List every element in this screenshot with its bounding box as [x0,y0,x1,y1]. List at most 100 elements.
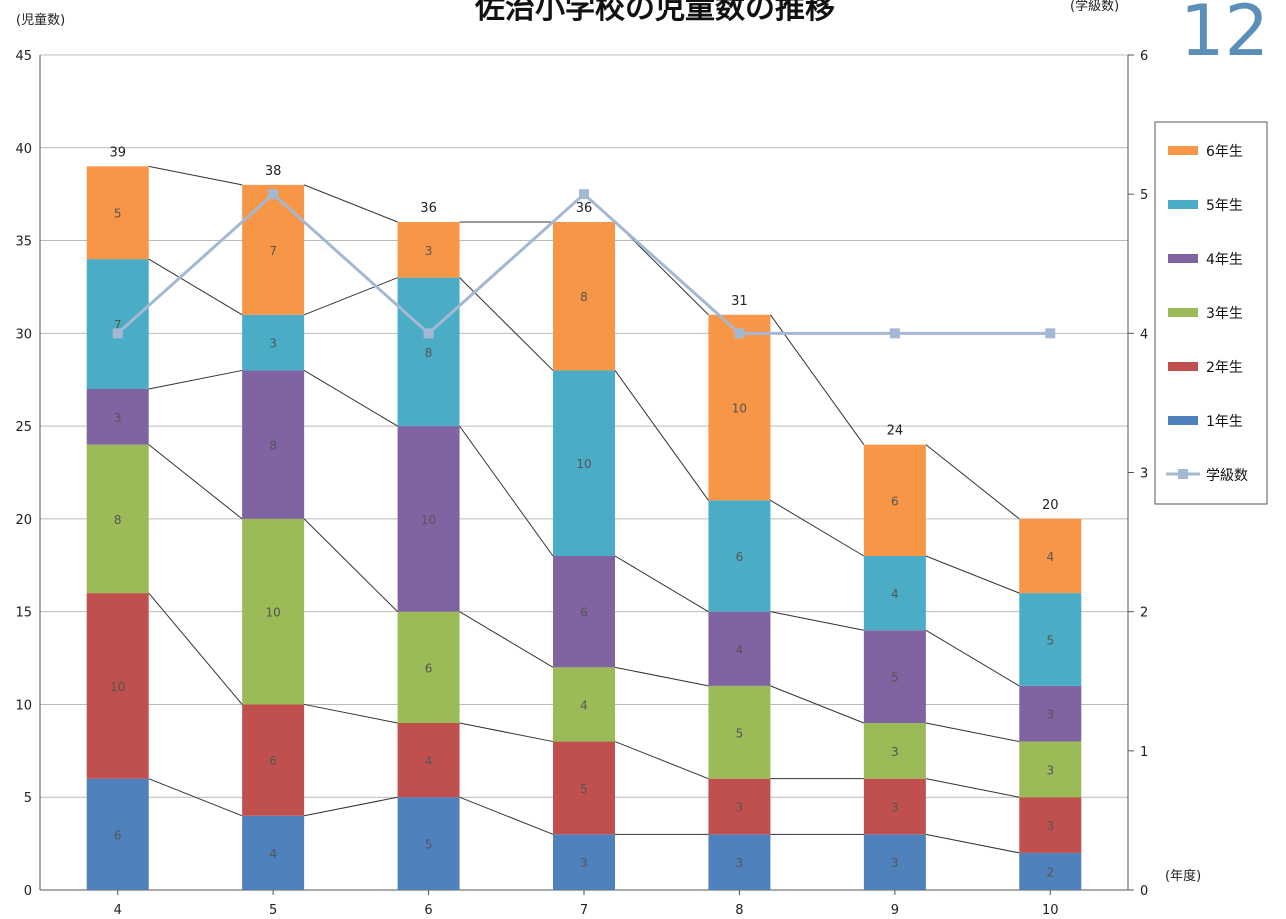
data-label: 4 [269,847,277,861]
connector-line [303,277,398,316]
bar-segment [863,834,926,890]
legend-label: 5年生 [1206,198,1243,214]
data-label: 8 [269,439,277,453]
y-tick-label: 0 [24,884,32,899]
legend-swatch [1168,362,1198,371]
bar-segment [708,685,771,779]
legend-label: 1年生 [1206,414,1243,430]
connector-line [148,444,243,520]
total-label: 38 [265,164,282,179]
data-label: 5 [425,838,433,852]
bar-segment [1019,518,1082,594]
connector-line [925,629,1020,687]
y-tick-label: 10 [15,698,32,713]
bar-segment [1019,593,1082,686]
data-label: 3 [1046,819,1054,833]
legend-label: 学級数 [1206,468,1248,484]
data-label: 4 [425,754,433,768]
bar-segment [553,222,615,371]
x-tick-label: 7 [580,903,588,918]
connector-line [303,370,398,427]
data-label: 5 [580,782,588,796]
data-label: 8 [580,290,588,304]
connector-line [614,370,709,501]
connector-line [303,518,398,613]
y-tick-label: 20 [15,513,32,528]
data-label: 6 [425,661,433,675]
x-tick-label: 10 [1042,903,1059,918]
data-label: 3 [891,856,899,870]
bar-segment [242,518,305,705]
connector-line [303,184,398,223]
connector-line [770,314,865,445]
bar-segment [397,723,460,798]
bar-segment [242,815,305,890]
y-tick-label: 35 [15,235,32,250]
connector-line [925,555,1020,594]
data-label: 5 [1046,634,1054,648]
bar-segment [397,797,460,890]
y-tick-label: 5 [24,791,32,806]
bar-segment [863,556,926,631]
x-tick-label: 6 [424,903,432,918]
bar-segment [708,314,771,501]
bar-segment [553,556,615,668]
chart-title: 佐治小学校の児童数の推移 [474,0,835,26]
class-count-point [112,328,123,339]
connector-line [614,555,709,613]
data-label: 7 [269,244,277,258]
bar-segment [863,630,926,723]
legend-swatch [1168,308,1198,317]
connector-line [148,592,243,705]
data-label: 5 [114,207,122,221]
connector-line [148,369,243,390]
bar-segment [553,834,615,890]
bar-segment [863,778,926,835]
connector-line [614,666,709,687]
data-label: 3 [114,411,122,425]
y-tick-label: 15 [15,606,32,621]
data-label: 10 [732,402,747,416]
data-label: 10 [421,513,436,527]
data-label: 10 [110,680,125,694]
y2-tick-label: 3 [1140,467,1148,482]
legend-label: 6年生 [1206,144,1243,160]
y2-tick-label: 1 [1140,745,1148,760]
bar-stacks: 6108375394610837385461083363546108363354… [86,145,1082,890]
y2-tick-label: 4 [1140,327,1148,342]
bar-segment [397,611,460,723]
legend-swatch [1168,254,1198,263]
data-label: 2 [1046,865,1054,879]
data-label: 8 [114,513,122,527]
connector-line [148,165,243,186]
connector-line [925,833,1020,854]
data-label: 3 [1046,763,1054,777]
data-label: 6 [736,550,744,564]
legend-swatch [1168,416,1198,425]
bar-segment [863,444,926,556]
bar-segment [708,834,771,890]
data-label: 6 [580,606,588,620]
bar-segment [1019,852,1082,890]
bar-segment [242,314,305,371]
x-tick-label: 8 [735,903,743,918]
data-label: 5 [736,726,744,740]
total-label: 24 [887,424,904,439]
bar-segment [242,704,305,816]
data-label: 4 [736,643,744,657]
y2-tick-label: 2 [1140,606,1148,621]
data-label: 3 [580,856,588,870]
bar-segment [708,611,771,686]
bar-segment [397,426,460,612]
y2-axis-ticks: 0 1 2 3 4 5 6 [1128,49,1148,899]
data-label: 3 [736,856,744,870]
connector-line [459,796,554,835]
data-label: 3 [891,801,899,815]
connector-line [925,778,1020,798]
data-label: 10 [576,457,591,471]
bar-segment [708,778,771,835]
y2-tick-label: 0 [1140,884,1148,899]
total-label: 36 [576,201,593,216]
page-number: 12 [1180,0,1269,72]
